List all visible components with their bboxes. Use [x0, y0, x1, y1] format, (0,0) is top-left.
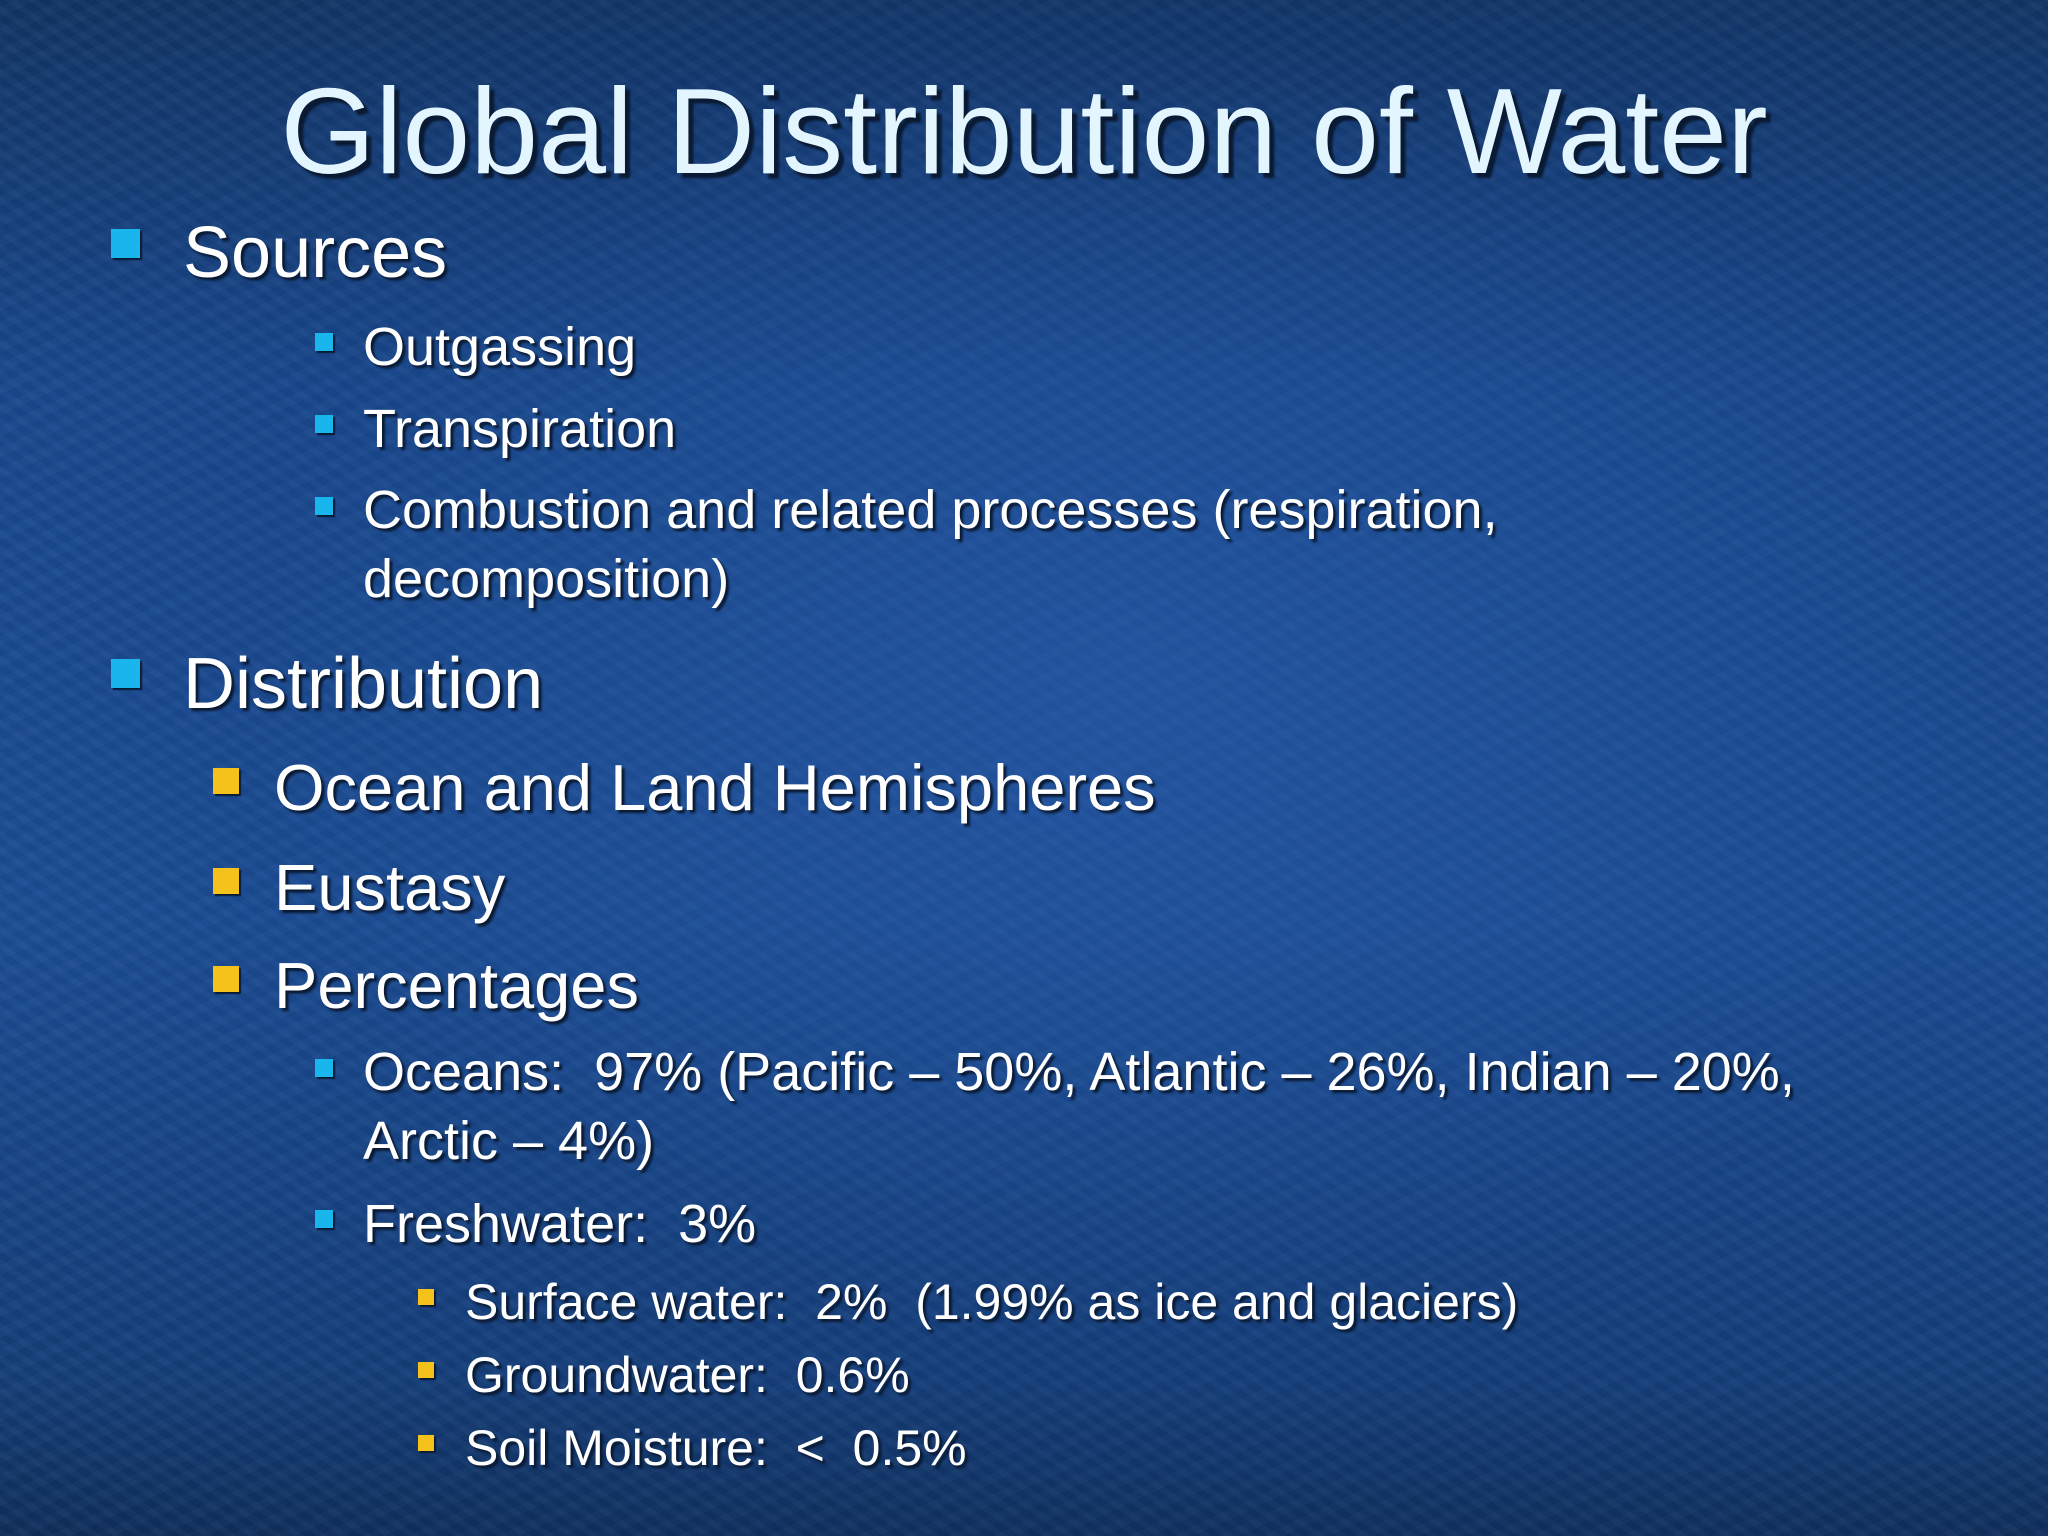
- bullet-text: Surface water: 2% (1.99% as ice and glac…: [465, 1274, 1519, 1330]
- bullet: [315, 415, 333, 433]
- bullet: [315, 497, 333, 515]
- bullet-text: Outgassing: [363, 317, 637, 377]
- bullet: [418, 1362, 434, 1378]
- bullet: [315, 1210, 333, 1228]
- bullet-text: Distribution: [183, 644, 544, 724]
- bullet: [111, 229, 140, 258]
- bullet-text: Soil Moisture: < 0.5%: [465, 1420, 967, 1476]
- bullet-text: Sources: [183, 213, 448, 293]
- bullet-text: Ocean and Land Hemispheres: [274, 751, 1156, 824]
- bullet-text: Transpiration: [363, 399, 677, 459]
- bullet: [111, 659, 140, 688]
- bullet-text: Combustion and related processes (respir…: [363, 480, 1513, 609]
- bullet-text: Oceans: 97% (Pacific – 50%, Atlantic – 2…: [363, 1042, 1807, 1171]
- bullet: [213, 966, 239, 992]
- bullet: [418, 1435, 434, 1451]
- bullet: [315, 333, 333, 351]
- bullet: [315, 1059, 333, 1077]
- bullet-text: Percentages: [274, 949, 639, 1022]
- bullet-text: Eustasy: [274, 851, 506, 924]
- slide-title: Global Distribution of Water: [280, 63, 1768, 199]
- bullet: [213, 768, 239, 794]
- bullet: [213, 868, 239, 894]
- bullet-text: Freshwater: 3%: [363, 1194, 757, 1254]
- bullet-text: Groundwater: 0.6%: [465, 1347, 910, 1403]
- bullet: [418, 1289, 434, 1305]
